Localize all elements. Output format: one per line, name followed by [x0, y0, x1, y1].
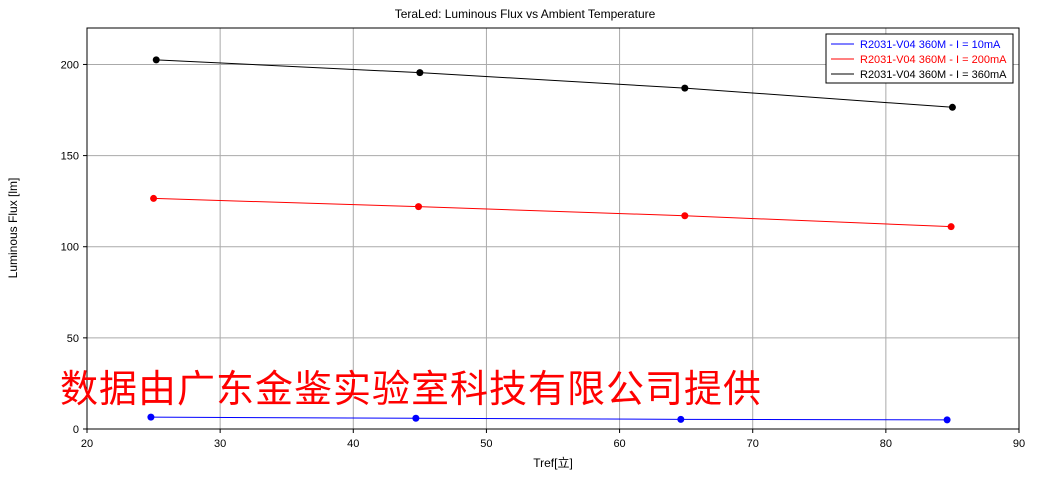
data-point: [152, 56, 160, 64]
x-tick-label: 50: [480, 438, 492, 450]
y-tick-label: 100: [61, 242, 79, 254]
data-point: [943, 416, 951, 424]
legend: R2031-V04 360M - I = 10mA R2031-V04 360M …: [825, 33, 1014, 84]
legend-label: R2031-V04 360M - I = 200mA: [860, 54, 1007, 66]
y-tick-label: 50: [67, 333, 79, 345]
y-tick-label: 0: [73, 424, 79, 436]
plot-area: [86, 27, 1020, 430]
data-point: [147, 413, 155, 421]
data-series: [147, 56, 956, 424]
axis-ticks: 20 30 40 50 60 70 80 90 0 50 100 150 200: [61, 59, 1025, 450]
legend-label: R2031-V04 360M - I = 360mA: [860, 69, 1007, 81]
data-point: [947, 223, 955, 231]
y-tick-label: 200: [61, 59, 79, 71]
data-point: [681, 212, 689, 220]
chart-title: TeraLed: Luminous Flux vs Ambient Temper…: [395, 7, 656, 21]
x-axis-label: Tref[立]: [533, 455, 573, 470]
x-tick-label: 20: [81, 438, 93, 450]
x-tick-label: 40: [347, 438, 359, 450]
x-tick-label: 70: [747, 438, 759, 450]
data-point: [681, 84, 689, 92]
data-point: [948, 103, 956, 111]
y-axis-label: Luminous Flux [lm]: [6, 178, 20, 279]
data-point: [412, 414, 420, 422]
series-line-2: [156, 59, 953, 108]
x-tick-label: 80: [880, 438, 892, 450]
x-tick-label: 30: [214, 438, 226, 450]
legend-label: R2031-V04 360M - I = 10mA: [860, 39, 1001, 51]
watermark-text: 数据由广东金鉴实验室科技有限公司提供: [60, 367, 763, 411]
legend-box: [825, 33, 1014, 84]
x-tick-label: 90: [1013, 438, 1025, 450]
data-point: [416, 69, 424, 77]
data-point: [677, 415, 685, 423]
x-tick-label: 60: [613, 438, 625, 450]
data-point: [150, 194, 158, 202]
data-point: [415, 203, 423, 211]
y-tick-label: 150: [61, 151, 79, 163]
series-line-0: [150, 416, 948, 421]
series-line-1: [153, 197, 952, 228]
